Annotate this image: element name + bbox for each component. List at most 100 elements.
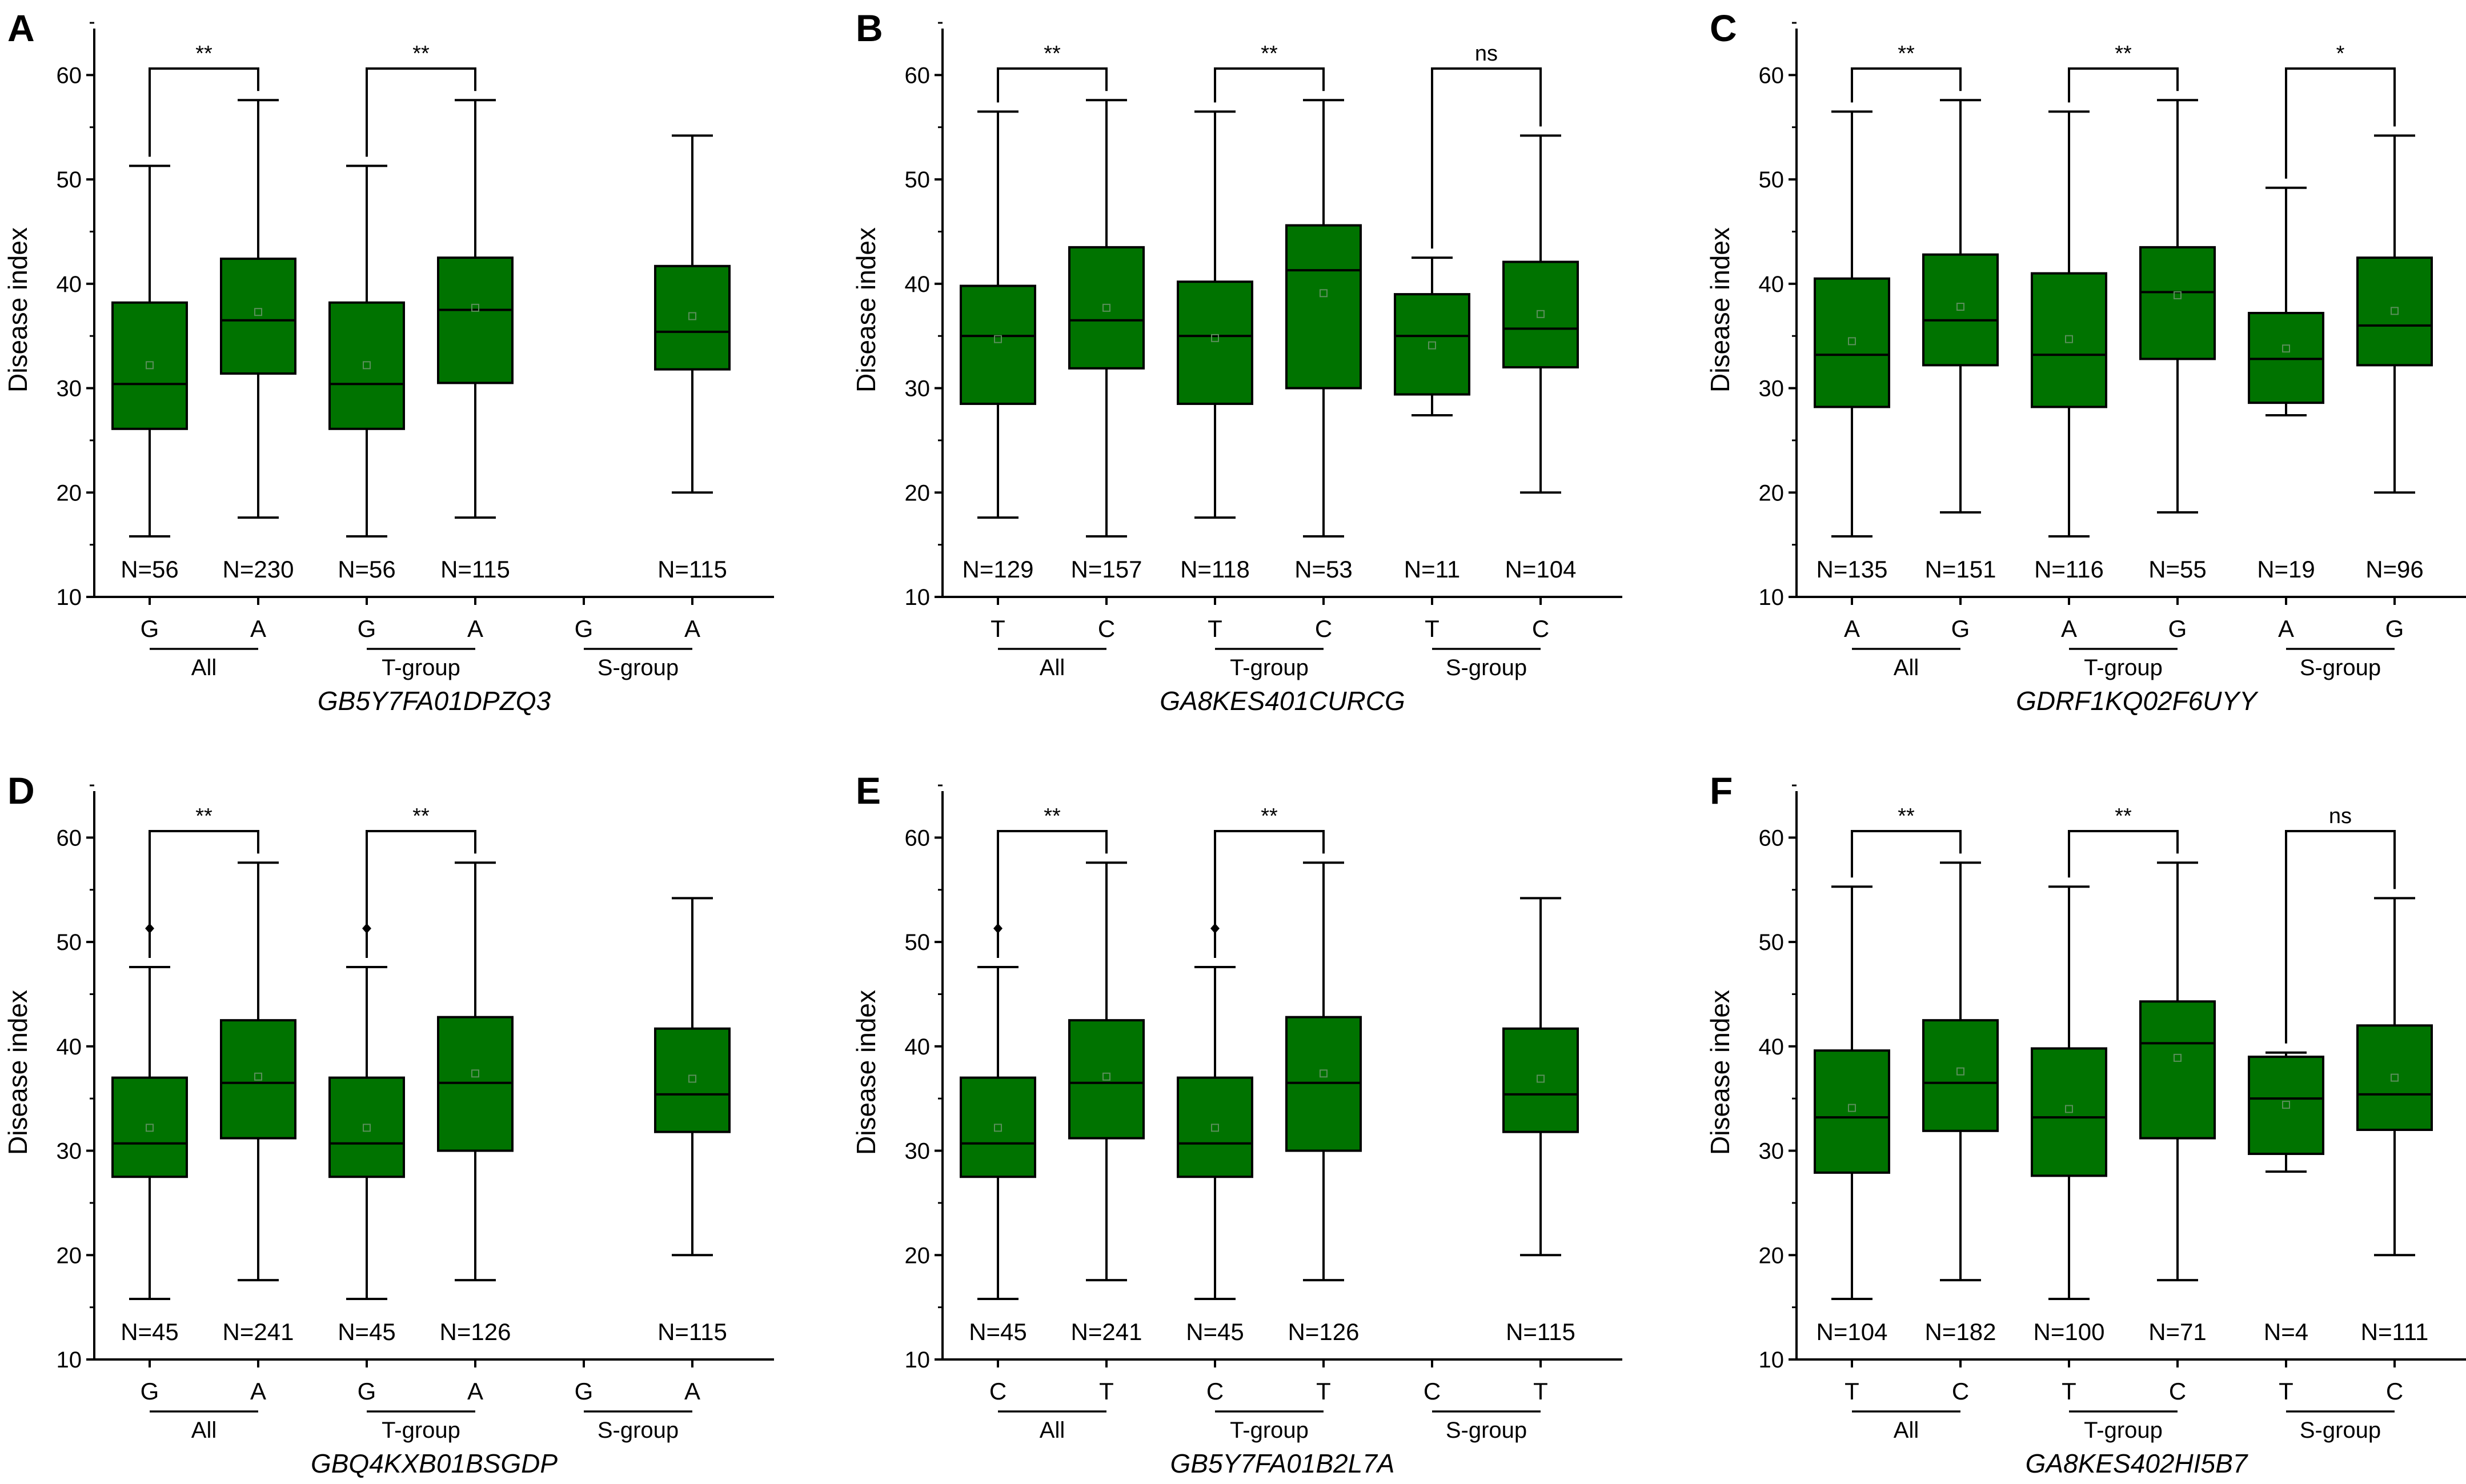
significance-bracket [997,67,1108,103]
significance-label: ** [1261,42,1278,66]
group-label: All [191,655,216,680]
gene-name: GA8KES401CURCG [1160,686,1405,716]
y-axis-label: Disease index [851,990,881,1155]
mean-marker [363,361,371,370]
gene-name: GB5Y7FA01B2L7A [1170,1449,1395,1478]
mean-marker [1537,1074,1545,1083]
mean-marker [2282,344,2290,353]
box [2356,1024,2433,1131]
significance-bracket [2068,830,2179,878]
y-tick-label: 50 [1759,930,1785,955]
mean-marker [1320,289,1328,298]
group-label: All [1040,1418,1065,1443]
y-axis-label: Disease index [1705,990,1735,1155]
y-tick-label: 10 [905,1347,931,1373]
mean-marker [2065,335,2073,343]
mean-marker [1956,303,1964,311]
box [1068,246,1145,370]
significance-label: ** [2115,804,2132,828]
significance-label: ** [412,804,430,828]
x-tick-label: G [575,1378,594,1405]
group-label: All [1894,655,1919,680]
panel-a: A Disease index 10 20 30 40 50 60 G N=56 A N=230 G N=… [3,7,774,716]
significance-label: ns [1475,42,1498,66]
x-tick-label: C [1098,615,1115,642]
x-tick-label: A [2061,615,2077,642]
box [2031,272,2107,408]
box [1177,280,1253,405]
y-tick-label: 20 [57,480,82,506]
n-label: N=45 [1186,1318,1244,1345]
box [1068,1019,1145,1140]
x-tick-label: C [1315,615,1332,642]
n-label: N=116 [2034,556,2104,583]
y-tick-label: 10 [57,585,82,610]
n-label: N=71 [2148,1318,2207,1345]
x-tick-label: G [141,615,159,642]
gene-name: GA8KES402HI5B7 [2026,1449,2248,1478]
mean-marker [688,1074,696,1083]
gene-name: GDRF1KQ02F6UYY [2016,686,2259,716]
n-label: N=56 [121,556,179,583]
panel-letter: C [1710,7,1737,49]
y-tick-label: 20 [1759,1243,1785,1268]
y-tick-label: 30 [905,1139,931,1164]
y-tick-label: 50 [57,930,82,955]
x-tick-label: C [1952,1378,1969,1405]
significance-label: ns [2329,804,2352,828]
y-tick-label: 60 [905,825,931,851]
box [220,1019,296,1140]
significance-bracket [1851,830,1962,878]
significance-label: ** [195,804,212,828]
significance-label: ** [2115,42,2132,66]
mean-marker [1428,341,1436,350]
box [1394,293,1470,396]
n-label: N=115 [440,556,510,583]
n-label: N=100 [2034,1318,2105,1345]
group-label: All [1040,655,1065,680]
group-label: S-group [1446,1418,1527,1443]
group-label: S-group [2300,1418,2381,1443]
y-tick-label: 40 [1759,1034,1785,1060]
x-tick-label: T [1208,615,1222,642]
y-tick-label: 50 [1759,167,1785,192]
gene-name: GBQ4KXB01BSGDP [311,1449,558,1478]
box [960,284,1036,405]
n-label: N=96 [2365,556,2424,583]
n-label: N=118 [1180,556,1250,583]
mean-marker [1211,334,1219,342]
y-tick-label: 20 [905,1243,931,1268]
n-label: N=115 [1506,1318,1575,1345]
x-tick-label: A [1844,615,1860,642]
group-label: S-group [1446,655,1527,680]
n-label: N=230 [223,556,294,583]
mean-marker [994,335,1002,343]
group-label: T-group [1230,1418,1309,1443]
y-tick-label: 10 [57,1347,82,1373]
significance-label: ** [1898,804,1915,828]
panel-b: B Disease index 10 20 30 40 50 60 T N=129 C N=157 T N… [851,7,1622,716]
box [1814,277,1890,408]
group-label: T-group [382,1418,460,1443]
mean-marker [363,1124,371,1132]
significance-bracket [1431,67,1542,249]
y-axis-label: Disease index [3,990,33,1155]
n-label: N=241 [1071,1318,1142,1345]
panel-letter: B [856,7,883,49]
group-label: T-group [382,655,460,680]
n-label: N=115 [657,556,727,583]
mean-marker [1102,303,1110,312]
mean-marker [254,308,262,316]
panel-letter: A [7,7,35,49]
mean-marker [1320,1069,1328,1078]
n-label: N=111 [2361,1318,2429,1345]
y-tick-label: 50 [905,167,931,192]
y-tick-label: 40 [1759,272,1785,297]
group-label: S-group [598,1418,679,1443]
significance-bracket [997,830,1108,958]
n-label: N=104 [1505,556,1577,583]
x-tick-label: C [2169,1378,2186,1405]
mean-marker [146,361,154,370]
mean-marker [1956,1067,1964,1076]
